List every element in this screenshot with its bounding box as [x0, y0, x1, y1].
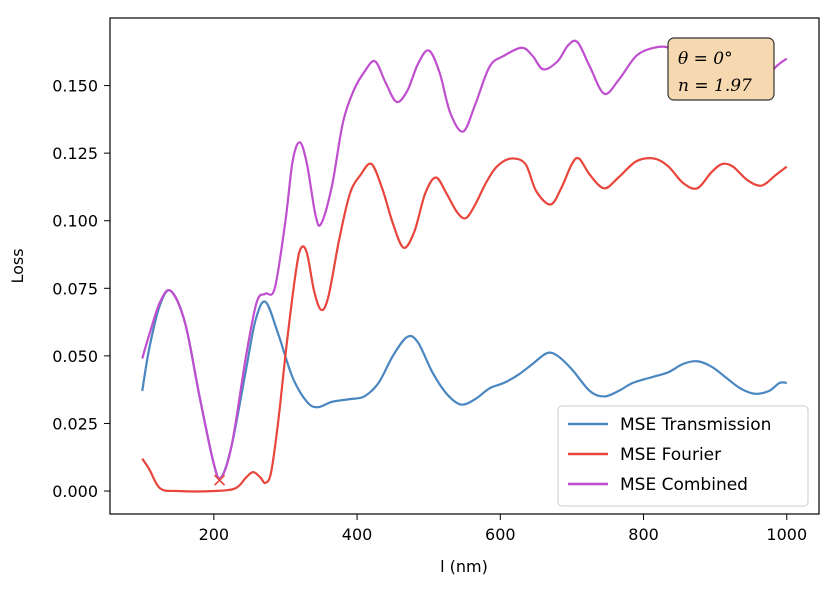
legend-label-transmission: MSE Transmission	[620, 415, 771, 435]
legend-box	[557, 405, 809, 507]
min-marker-stroke-b	[214, 474, 226, 486]
y-tick-label: 0.075	[52, 279, 98, 298]
legend-label-combined: MSE Combined	[620, 475, 748, 495]
x-axis-ticks: 200 400 600 800 1000	[199, 514, 807, 544]
plot-frame	[109, 17, 820, 515]
x-tick-label: 400	[342, 525, 373, 544]
series-line-combined	[141, 39, 788, 480]
y-tick-label: 0.025	[52, 414, 98, 433]
min-marker	[214, 474, 226, 486]
x-tick-label: 800	[628, 525, 659, 544]
x-axis-label: l (nm)	[440, 557, 488, 576]
legend-label-fourier: MSE Fourier	[620, 445, 721, 465]
y-tick-label: 0.125	[52, 144, 98, 163]
legend: MSE Transmission MSE Fourier MSE Combine…	[557, 405, 809, 507]
annotation-theta: θ = 0°	[678, 49, 733, 69]
x-tick-label: 600	[485, 525, 516, 544]
y-tick-label: 0.000	[52, 482, 98, 501]
parameter-annotation: θ = 0° n = 1.97	[667, 37, 775, 101]
x-tick-label: 1000	[766, 525, 807, 544]
y-tick-label: 0.150	[52, 77, 98, 96]
marker-layer	[214, 474, 226, 486]
series-layer	[141, 39, 788, 493]
y-axis-ticks: 0.000 0.025 0.050 0.075 0.100 0.125 0.150	[52, 77, 110, 501]
y-tick-label: 0.050	[52, 347, 98, 366]
y-tick-label: 0.100	[52, 212, 98, 231]
annotation-n: n = 1.97	[678, 76, 752, 96]
annotation-box	[667, 37, 775, 101]
series-line-fourier	[141, 156, 788, 493]
y-axis-label: Loss	[8, 248, 27, 283]
x-tick-label: 200	[199, 525, 230, 544]
